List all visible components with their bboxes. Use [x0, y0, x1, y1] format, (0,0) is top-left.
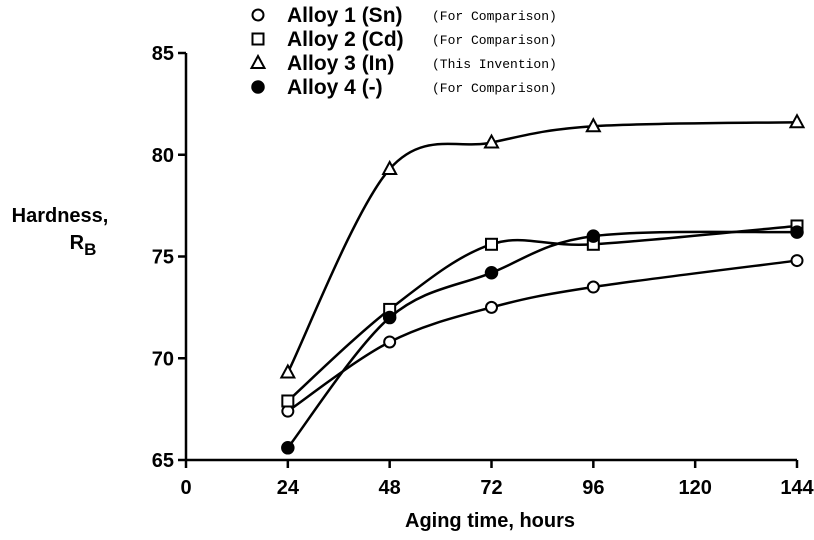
data-point: [483, 133, 500, 149]
legend-marker: [251, 8, 265, 22]
data-point: [381, 159, 398, 175]
legend-note: (For Comparison): [432, 9, 557, 24]
data-point: [485, 300, 498, 314]
series-3: [279, 113, 806, 379]
y-axis-unit: RB: [70, 232, 97, 259]
x-axis-label: Aging time, hours: [405, 510, 575, 532]
y-tick-label: 80: [152, 145, 174, 167]
x-tick-label: 96: [582, 477, 604, 499]
legend-label: Alloy 4 (-): [287, 76, 383, 99]
data-point: [790, 254, 804, 268]
legend-item: Alloy 1 (Sn) (For Comparison): [251, 4, 557, 27]
y-tick-label: 75: [152, 247, 174, 269]
series-line: [286, 224, 798, 402]
data-point: [788, 113, 806, 129]
legend-item: Alloy 2 (Cd) (For Comparison): [251, 28, 557, 51]
data-point: [281, 441, 295, 455]
series-line: [286, 120, 798, 374]
series-1: [281, 254, 804, 418]
data-point: [586, 280, 600, 294]
legend-item: Alloy 4 (-) (For Comparison): [251, 76, 557, 99]
y-axis-unit-subscript: B: [84, 240, 96, 259]
legend-marker: [249, 53, 267, 69]
x-tick-label: 24: [277, 477, 300, 499]
y-tick-label: 70: [152, 348, 174, 370]
x-tick-label: 72: [480, 477, 502, 499]
x-tick-label: 144: [780, 477, 814, 499]
legend: Alloy 1 (Sn) (For Comparison)Alloy 2 (Cd)…: [249, 4, 557, 99]
y-axis-label: Hardness,: [12, 205, 109, 227]
legend-marker: [251, 32, 265, 46]
data-point: [484, 266, 499, 280]
x-tick-label: 0: [180, 477, 191, 499]
data-point: [585, 117, 602, 133]
series-line: [287, 259, 798, 413]
legend-label: Alloy 1 (Sn): [287, 4, 403, 27]
series-4: [281, 225, 804, 455]
data-point: [279, 363, 297, 379]
axes: 65 70 75 80 85 0 24 48 72 96 120 144: [152, 43, 814, 499]
series-layer: [279, 113, 806, 455]
legend-label: Alloy 3 (In): [287, 52, 394, 75]
x-tick-label: 48: [379, 477, 401, 499]
y-tick-label: 65: [152, 450, 174, 472]
x-tick-label: 120: [678, 477, 711, 499]
series-line: [286, 230, 798, 449]
data-point: [485, 237, 498, 251]
data-point: [383, 335, 397, 349]
legend-item: Alloy 3 (In) (This Invention): [249, 52, 557, 75]
legend-note: (For Comparison): [432, 81, 557, 96]
legend-note: (This Invention): [432, 57, 557, 72]
data-point: [281, 394, 295, 408]
data-point: [790, 225, 804, 239]
data-point: [382, 310, 397, 325]
legend-label: Alloy 2 (Cd): [287, 28, 404, 51]
y-axis-unit-symbol: R: [70, 232, 85, 254]
y-tick-label: 85: [152, 43, 174, 65]
legend-note: (For Comparison): [432, 33, 557, 48]
data-point: [586, 229, 601, 243]
legend-marker: [251, 80, 265, 94]
